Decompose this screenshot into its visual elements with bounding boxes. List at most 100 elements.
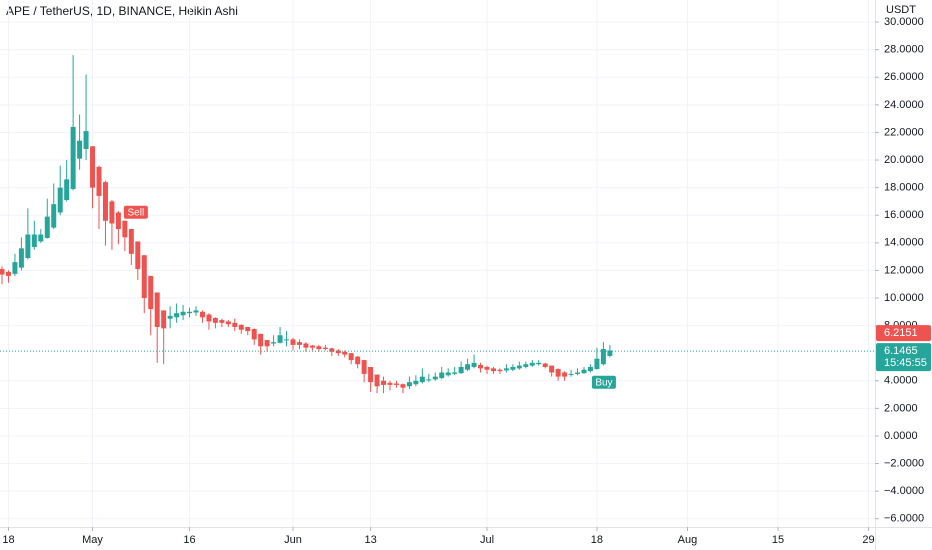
candle-body bbox=[0, 269, 5, 275]
y-tick-label: 20.0000 bbox=[884, 154, 924, 166]
candle-body bbox=[406, 382, 412, 387]
candle-body bbox=[542, 363, 548, 367]
candle-body bbox=[413, 380, 419, 385]
candle-body bbox=[193, 310, 199, 313]
y-tick-label: 10.0000 bbox=[884, 292, 924, 304]
candle-body bbox=[38, 234, 44, 242]
candle-body bbox=[128, 229, 134, 254]
candle-body bbox=[180, 311, 186, 316]
y-tick-label: 28.0000 bbox=[884, 44, 924, 56]
candle-body bbox=[322, 347, 328, 350]
signal-label-box bbox=[123, 205, 148, 219]
candle-body bbox=[309, 345, 315, 348]
candle-body bbox=[355, 356, 361, 365]
y-tick-label: 22.0000 bbox=[884, 126, 924, 138]
candle-body bbox=[187, 311, 193, 314]
signal-label: Buy bbox=[595, 377, 612, 388]
y-tick-label: −2.0000 bbox=[884, 457, 924, 469]
candle-body bbox=[167, 315, 173, 319]
candle-body bbox=[432, 376, 438, 380]
x-tick-label: May bbox=[82, 534, 103, 546]
candle-body bbox=[393, 383, 399, 385]
y-tick-label: 26.0000 bbox=[884, 71, 924, 83]
candle-body bbox=[245, 326, 251, 332]
candle-body bbox=[141, 255, 147, 298]
x-tick-label: 16 bbox=[183, 534, 195, 546]
candle-body bbox=[361, 360, 367, 374]
candle-body bbox=[115, 212, 121, 230]
candle-body bbox=[70, 126, 76, 190]
candle-body bbox=[290, 339, 296, 345]
candle-body bbox=[219, 320, 225, 323]
candle-body bbox=[238, 324, 244, 330]
candle-body bbox=[536, 362, 542, 365]
candle-body bbox=[400, 384, 406, 388]
candle-body bbox=[277, 335, 283, 343]
candle-body bbox=[523, 364, 529, 367]
candle-body bbox=[174, 313, 180, 318]
candle-body bbox=[154, 292, 160, 327]
y-tick-label: −6.0000 bbox=[884, 513, 924, 525]
y-tick-label: 24.0000 bbox=[884, 99, 924, 111]
x-tick-label: 18 bbox=[591, 534, 603, 546]
plot bbox=[0, 55, 613, 394]
candle-body bbox=[516, 365, 522, 369]
candle-body bbox=[251, 329, 257, 340]
candle-body bbox=[555, 369, 561, 377]
candle-body bbox=[148, 275, 154, 310]
candle-body bbox=[12, 262, 18, 274]
price-tag-value: 6.1465 bbox=[884, 345, 918, 357]
candle-body bbox=[342, 351, 348, 355]
candle-body bbox=[264, 340, 270, 347]
candle-body bbox=[452, 372, 458, 374]
candle-body bbox=[529, 362, 535, 366]
candle-body bbox=[18, 248, 24, 268]
y-tick-label: 2.0000 bbox=[884, 402, 918, 414]
candle-body bbox=[465, 364, 471, 370]
axis-unit: USDT bbox=[886, 4, 916, 16]
candle-body bbox=[25, 234, 31, 258]
price-tag bbox=[876, 325, 931, 342]
candle-body bbox=[594, 358, 600, 370]
candle-body bbox=[568, 373, 574, 375]
candle-body bbox=[161, 310, 167, 329]
candle-body bbox=[57, 187, 63, 213]
x-tick-label: Aug bbox=[678, 534, 698, 546]
candle-body bbox=[122, 220, 128, 238]
candle-body bbox=[329, 348, 335, 352]
candle-body bbox=[471, 362, 477, 367]
candle-body bbox=[419, 376, 425, 383]
candle-body bbox=[102, 182, 108, 221]
signal-label: Sell bbox=[128, 207, 145, 218]
candle-body bbox=[503, 368, 509, 371]
candle-body bbox=[199, 311, 205, 318]
candle-body bbox=[258, 333, 264, 347]
y-tick-label: 4.0000 bbox=[884, 375, 918, 387]
y-tick-label: −4.0000 bbox=[884, 485, 924, 497]
candle-body bbox=[271, 342, 277, 344]
candle-body bbox=[374, 374, 380, 387]
candle-body bbox=[77, 140, 83, 159]
y-tick-label: 18.0000 bbox=[884, 182, 924, 194]
candle-body bbox=[575, 372, 581, 374]
candle-body bbox=[284, 339, 290, 341]
candle-body bbox=[549, 365, 555, 373]
candle-body bbox=[90, 146, 96, 188]
candle-body bbox=[348, 353, 354, 361]
candle-body bbox=[83, 131, 89, 149]
candle-body bbox=[439, 372, 445, 379]
candle-body bbox=[109, 201, 115, 224]
y-tick-label: 16.0000 bbox=[884, 209, 924, 221]
x-tick-label: 29 bbox=[862, 534, 874, 546]
y-tick-label: 30.0000 bbox=[884, 16, 924, 28]
y-tick-label: 14.0000 bbox=[884, 237, 924, 249]
candle-body bbox=[445, 372, 451, 376]
x-tick-label: 15 bbox=[772, 534, 784, 546]
candle-body bbox=[335, 350, 341, 354]
candle-body bbox=[458, 366, 464, 374]
price-tag bbox=[876, 343, 931, 372]
candle-body bbox=[225, 321, 231, 325]
price-countdown: 15:45:55 bbox=[884, 357, 927, 369]
